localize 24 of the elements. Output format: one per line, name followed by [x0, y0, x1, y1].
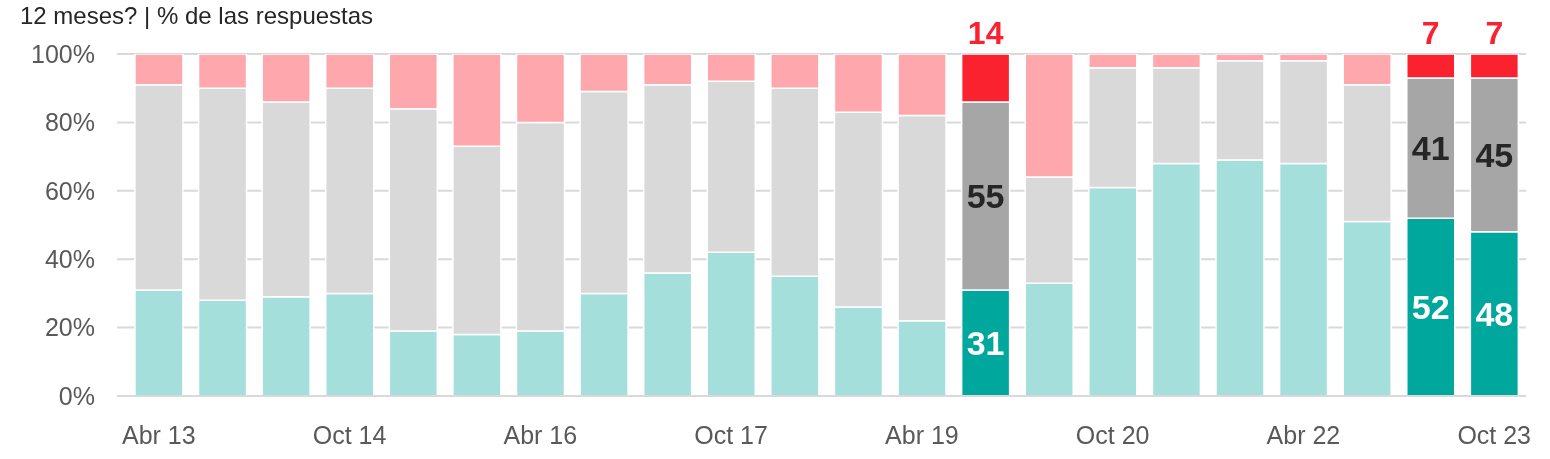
- data-label: 48: [1475, 294, 1514, 333]
- y-tick-label: 100%: [31, 39, 95, 68]
- data-label: 55: [966, 176, 1005, 215]
- data-label: 14: [967, 15, 1004, 51]
- data-label: 45: [1475, 135, 1514, 174]
- x-tick-label: Abr 19: [885, 420, 959, 449]
- x-tick-label: Oct 17: [694, 420, 768, 449]
- data-label: 31: [966, 323, 1005, 362]
- y-tick-label: 20%: [44, 313, 95, 342]
- data-label: 52: [1411, 288, 1450, 327]
- y-tick-label: 0%: [58, 381, 95, 410]
- data-label: 41: [1411, 129, 1450, 168]
- y-tick-label: 60%: [44, 176, 95, 205]
- chart-title: 12 meses? | % de las respuestas: [20, 2, 374, 30]
- y-tick-label: 80%: [44, 108, 95, 137]
- x-tick-label: Oct 20: [1075, 420, 1150, 449]
- data-label: 7: [1485, 15, 1504, 51]
- x-tick-label: Oct 14: [312, 420, 387, 449]
- x-tick-label: Abr 13: [121, 420, 196, 449]
- x-tick-label: Oct 23: [1457, 420, 1532, 449]
- x-tick-label: Abr 22: [1266, 420, 1341, 449]
- data-label: 7: [1421, 15, 1440, 51]
- x-tick-label: Abr 16: [503, 420, 578, 449]
- y-tick-label: 40%: [44, 245, 95, 274]
